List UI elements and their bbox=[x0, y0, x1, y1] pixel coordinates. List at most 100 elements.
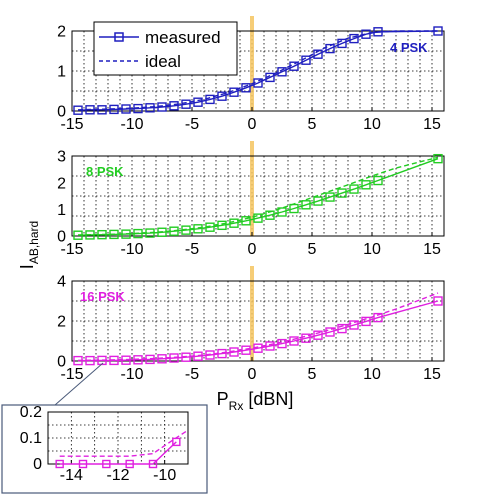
series-measured-point bbox=[361, 180, 371, 190]
series-measured-point bbox=[85, 105, 95, 115]
series-measured-point bbox=[102, 459, 111, 469]
series-measured-point bbox=[241, 83, 251, 93]
series-measured-point bbox=[109, 355, 119, 366]
series-measured-point bbox=[85, 355, 95, 366]
x-tick-label: -14 bbox=[60, 467, 83, 484]
plot-frame bbox=[71, 155, 445, 237]
series-measured-point bbox=[313, 330, 323, 340]
x-tick-label: 10 bbox=[363, 241, 381, 258]
y-tick-label: 2 bbox=[57, 24, 66, 41]
series-ideal-line bbox=[77, 292, 439, 362]
series-measured-point bbox=[337, 38, 347, 49]
legend-ideal-label: ideal bbox=[145, 52, 181, 71]
inset-connector bbox=[54, 362, 104, 406]
series-measured-point bbox=[277, 207, 287, 217]
series-measured-point bbox=[277, 67, 287, 77]
series-ideal-line bbox=[59, 429, 189, 457]
y-tick-label: 2 bbox=[57, 314, 66, 331]
series-measured-point bbox=[181, 99, 191, 109]
x-tick-label: 15 bbox=[423, 366, 441, 383]
plot-frame bbox=[71, 30, 445, 112]
y-tick-label: 2 bbox=[57, 175, 66, 192]
x-tick-label: -15 bbox=[60, 116, 83, 133]
series-measured-point bbox=[169, 101, 179, 111]
series-measured-point bbox=[78, 459, 88, 469]
series-measured-point bbox=[361, 316, 371, 327]
legend-box bbox=[93, 21, 238, 76]
x-axis-label: PRx [dBN] bbox=[217, 389, 294, 413]
x-tick-label: -10 bbox=[120, 241, 143, 258]
series-measured-point bbox=[148, 459, 158, 469]
series-measured-point bbox=[109, 104, 119, 115]
series-measured-point bbox=[337, 323, 347, 334]
x-tick-label: -5 bbox=[185, 241, 199, 258]
series-measured-point bbox=[85, 230, 95, 240]
series-measured-point bbox=[253, 213, 263, 223]
x-tick-label: 0 bbox=[248, 116, 257, 133]
x-tick-label: -15 bbox=[60, 366, 83, 383]
x-tick-label: 5 bbox=[308, 366, 317, 383]
y-tick-label: 0 bbox=[57, 229, 66, 246]
y-tick-label: 0 bbox=[57, 354, 66, 371]
grid bbox=[72, 156, 445, 236]
y-tick-label: 1 bbox=[57, 202, 66, 219]
legend-measured-label: measured bbox=[145, 28, 221, 47]
x-tick-label: 10 bbox=[363, 116, 381, 133]
y-tick-label: 0 bbox=[33, 456, 42, 473]
series-measured-point bbox=[373, 312, 383, 323]
x-tick-label: -5 bbox=[185, 366, 199, 383]
panels: -15 -10 -5 0 5 10 15 0 1 2 4 PSK -15 -10 -5 0 5 10 15 0 1 2 3… bbox=[20, 16, 445, 484]
x-tick-label: -10 bbox=[120, 116, 143, 133]
series-measured-point bbox=[349, 184, 359, 194]
series-measured-point bbox=[325, 327, 335, 337]
x-tick-label: 5 bbox=[308, 116, 317, 133]
x-tick-label: -5 bbox=[185, 116, 199, 133]
x-tick-label: 10 bbox=[363, 366, 381, 383]
x-tick-label: 0 bbox=[248, 366, 257, 383]
panel-label: 4 PSK bbox=[390, 40, 428, 55]
x-tick-label: -15 bbox=[60, 241, 83, 258]
y-tick-label: 0.1 bbox=[20, 430, 42, 447]
series-measured-point bbox=[193, 97, 203, 107]
plot-frame bbox=[71, 280, 445, 362]
series-measured-point bbox=[433, 296, 443, 306]
series-measured-point bbox=[337, 188, 347, 198]
series-measured-point bbox=[349, 320, 359, 330]
x-tick-label: 5 bbox=[308, 241, 317, 258]
x-tick-label: 0 bbox=[248, 241, 257, 258]
y-tick-label: 0 bbox=[57, 104, 66, 121]
panel-2: -15 -10 -5 0 5 10 15 0 1 2 3 8 PSK bbox=[57, 141, 445, 258]
series-measured-point bbox=[313, 196, 323, 206]
y-axis-label: IAB,hard bbox=[17, 221, 41, 269]
x-tick-label: -10 bbox=[120, 366, 143, 383]
x-tick-label: 15 bbox=[423, 116, 441, 133]
series-measured-point bbox=[229, 218, 239, 228]
y-tick-label: 3 bbox=[57, 149, 66, 166]
x-tick-label: -12 bbox=[106, 467, 129, 484]
series-measured-point bbox=[325, 43, 335, 54]
y-tick-label: 0.2 bbox=[20, 404, 42, 421]
x-tick-label: -10 bbox=[153, 467, 176, 484]
panel-3: -15 -10 -5 0 5 10 15 0 2 4 16 PSK bbox=[57, 266, 445, 383]
series-measured-point bbox=[373, 27, 383, 37]
x-tick-label: 15 bbox=[423, 241, 441, 258]
inset-frame bbox=[1, 404, 208, 494]
grid bbox=[72, 281, 445, 361]
panel-label: 16 PSK bbox=[80, 289, 125, 304]
series-measured-point bbox=[361, 29, 371, 39]
series-measured-point bbox=[133, 103, 143, 114]
series-measured-point bbox=[289, 336, 299, 346]
series-measured-point bbox=[133, 355, 143, 365]
series-measured-point bbox=[241, 216, 251, 226]
series-measured-point bbox=[55, 459, 64, 469]
series-measured-point bbox=[301, 333, 311, 343]
series-measured-point bbox=[313, 49, 323, 59]
series-measured-point bbox=[373, 175, 383, 186]
series-measured-point bbox=[433, 153, 443, 164]
series-measured-point bbox=[301, 200, 311, 210]
panel-label: 8 PSK bbox=[86, 164, 124, 179]
legend-measured-marker bbox=[114, 32, 124, 42]
legend: measured ideal bbox=[93, 21, 238, 76]
series-ideal-line bbox=[77, 30, 438, 111]
